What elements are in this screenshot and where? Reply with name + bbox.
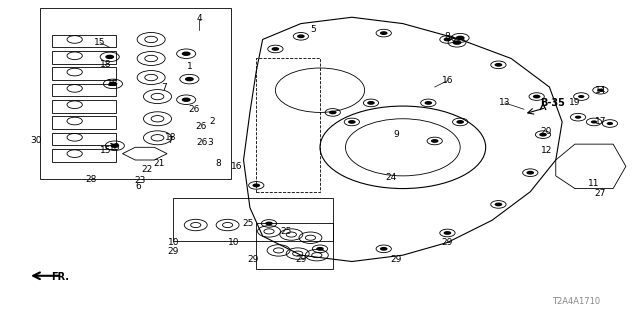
Text: 7: 7 bbox=[161, 83, 167, 92]
Text: 7: 7 bbox=[168, 136, 173, 146]
Text: 28: 28 bbox=[85, 174, 96, 184]
Text: 29: 29 bbox=[248, 255, 259, 264]
Circle shape bbox=[380, 31, 388, 35]
Text: 11: 11 bbox=[588, 179, 600, 188]
Text: 18: 18 bbox=[99, 60, 111, 69]
Circle shape bbox=[540, 133, 547, 137]
Circle shape bbox=[367, 101, 375, 105]
Text: 29: 29 bbox=[391, 255, 402, 264]
Text: 16: 16 bbox=[442, 76, 453, 85]
Circle shape bbox=[424, 101, 432, 105]
Circle shape bbox=[575, 116, 581, 119]
Circle shape bbox=[452, 40, 461, 45]
Text: 10: 10 bbox=[228, 238, 240, 247]
Circle shape bbox=[108, 82, 117, 86]
Text: 13: 13 bbox=[499, 99, 511, 108]
Text: 22: 22 bbox=[141, 165, 152, 174]
Text: 18: 18 bbox=[107, 79, 118, 88]
Text: 12: 12 bbox=[541, 146, 552, 155]
Text: 10: 10 bbox=[168, 238, 179, 247]
Text: 18: 18 bbox=[164, 133, 176, 142]
Circle shape bbox=[597, 89, 604, 92]
Circle shape bbox=[456, 36, 465, 40]
Text: 3: 3 bbox=[207, 138, 212, 147]
Text: 19: 19 bbox=[569, 99, 580, 108]
Text: FR.: FR. bbox=[51, 272, 69, 282]
Circle shape bbox=[252, 183, 260, 187]
Text: 18: 18 bbox=[109, 143, 120, 152]
Circle shape bbox=[495, 63, 502, 67]
Text: 17: 17 bbox=[595, 117, 606, 126]
Text: 5: 5 bbox=[311, 25, 317, 35]
Circle shape bbox=[444, 37, 451, 41]
Circle shape bbox=[329, 110, 337, 114]
Circle shape bbox=[591, 120, 597, 124]
Circle shape bbox=[105, 55, 114, 59]
Text: 8: 8 bbox=[215, 159, 221, 168]
Circle shape bbox=[533, 95, 540, 99]
Circle shape bbox=[444, 231, 451, 235]
Text: 21: 21 bbox=[154, 159, 165, 168]
Circle shape bbox=[182, 52, 191, 56]
Text: T2A4A1710: T2A4A1710 bbox=[552, 297, 600, 306]
Text: 14: 14 bbox=[595, 86, 606, 95]
Text: 25: 25 bbox=[280, 227, 292, 236]
Circle shape bbox=[607, 122, 613, 125]
Text: 8: 8 bbox=[445, 32, 451, 41]
Text: B-35: B-35 bbox=[540, 98, 564, 108]
Circle shape bbox=[527, 171, 534, 175]
Circle shape bbox=[456, 120, 464, 124]
Text: 4: 4 bbox=[196, 14, 202, 23]
Circle shape bbox=[348, 120, 356, 124]
Circle shape bbox=[185, 77, 194, 81]
Circle shape bbox=[380, 247, 388, 251]
Text: 20: 20 bbox=[541, 127, 552, 136]
Text: 26: 26 bbox=[195, 122, 207, 131]
Text: 15: 15 bbox=[99, 146, 111, 155]
Text: 25: 25 bbox=[243, 219, 253, 228]
Text: 24: 24 bbox=[386, 173, 397, 182]
Text: 29: 29 bbox=[168, 247, 179, 257]
Circle shape bbox=[431, 139, 438, 143]
Text: 16: 16 bbox=[232, 162, 243, 171]
Circle shape bbox=[578, 95, 584, 98]
Text: 26: 26 bbox=[189, 105, 200, 114]
Circle shape bbox=[297, 34, 305, 38]
Text: 29: 29 bbox=[442, 238, 453, 247]
Text: 2: 2 bbox=[209, 117, 214, 126]
Text: 29: 29 bbox=[295, 255, 307, 264]
Text: 27: 27 bbox=[595, 189, 606, 198]
Circle shape bbox=[182, 98, 191, 102]
Text: 9: 9 bbox=[394, 130, 399, 139]
Circle shape bbox=[110, 143, 119, 148]
Circle shape bbox=[495, 203, 502, 206]
Text: 23: 23 bbox=[134, 176, 146, 185]
Circle shape bbox=[316, 247, 324, 251]
Circle shape bbox=[271, 47, 279, 51]
Text: 1: 1 bbox=[186, 62, 192, 71]
Text: 30: 30 bbox=[31, 136, 42, 146]
Text: 6: 6 bbox=[136, 182, 141, 191]
Circle shape bbox=[265, 221, 273, 225]
Text: 26: 26 bbox=[196, 138, 208, 147]
Text: 15: 15 bbox=[95, 38, 106, 47]
